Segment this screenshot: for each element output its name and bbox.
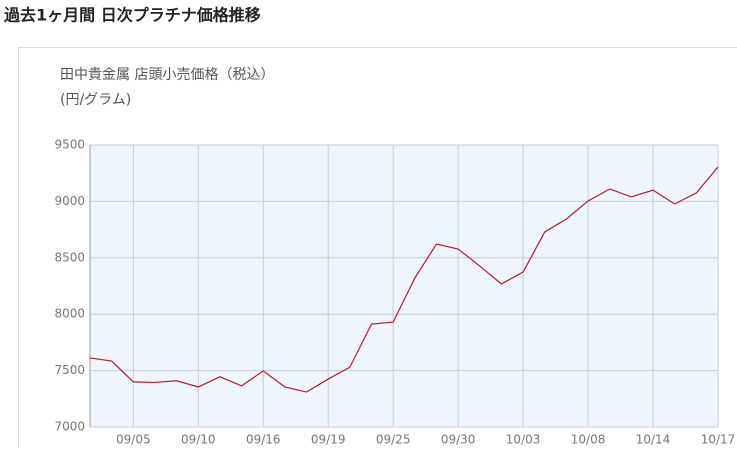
x-tick-label: 09/10 [181, 433, 216, 447]
y-tick-label: 7000 [54, 420, 85, 434]
x-tick-label: 10/14 [636, 433, 671, 447]
plot-area [90, 145, 718, 427]
x-tick-label: 10/17 [701, 433, 736, 447]
chart-title: 過去1ヶ月間 日次プラチナ価格推移 [3, 6, 261, 25]
x-tick-label: 10/03 [506, 433, 541, 447]
y-axis-label: (円/グラム) [60, 92, 131, 108]
y-tick-label: 9500 [54, 138, 85, 152]
x-tick-label: 09/30 [441, 433, 476, 447]
y-tick-label: 7500 [54, 363, 85, 377]
x-tick-label: 09/16 [246, 433, 281, 447]
y-tick-label: 8000 [54, 307, 85, 321]
x-tick-label: 09/19 [311, 433, 346, 447]
y-tick-label: 8500 [54, 250, 85, 264]
x-tick-label: 09/25 [376, 433, 411, 447]
x-tick-label: 09/05 [116, 433, 151, 447]
chart-subtitle: 田中貴金属 店頭小売価格（税込） [60, 67, 274, 83]
x-tick-label: 10/08 [571, 433, 606, 447]
y-tick-label: 9000 [54, 194, 85, 208]
